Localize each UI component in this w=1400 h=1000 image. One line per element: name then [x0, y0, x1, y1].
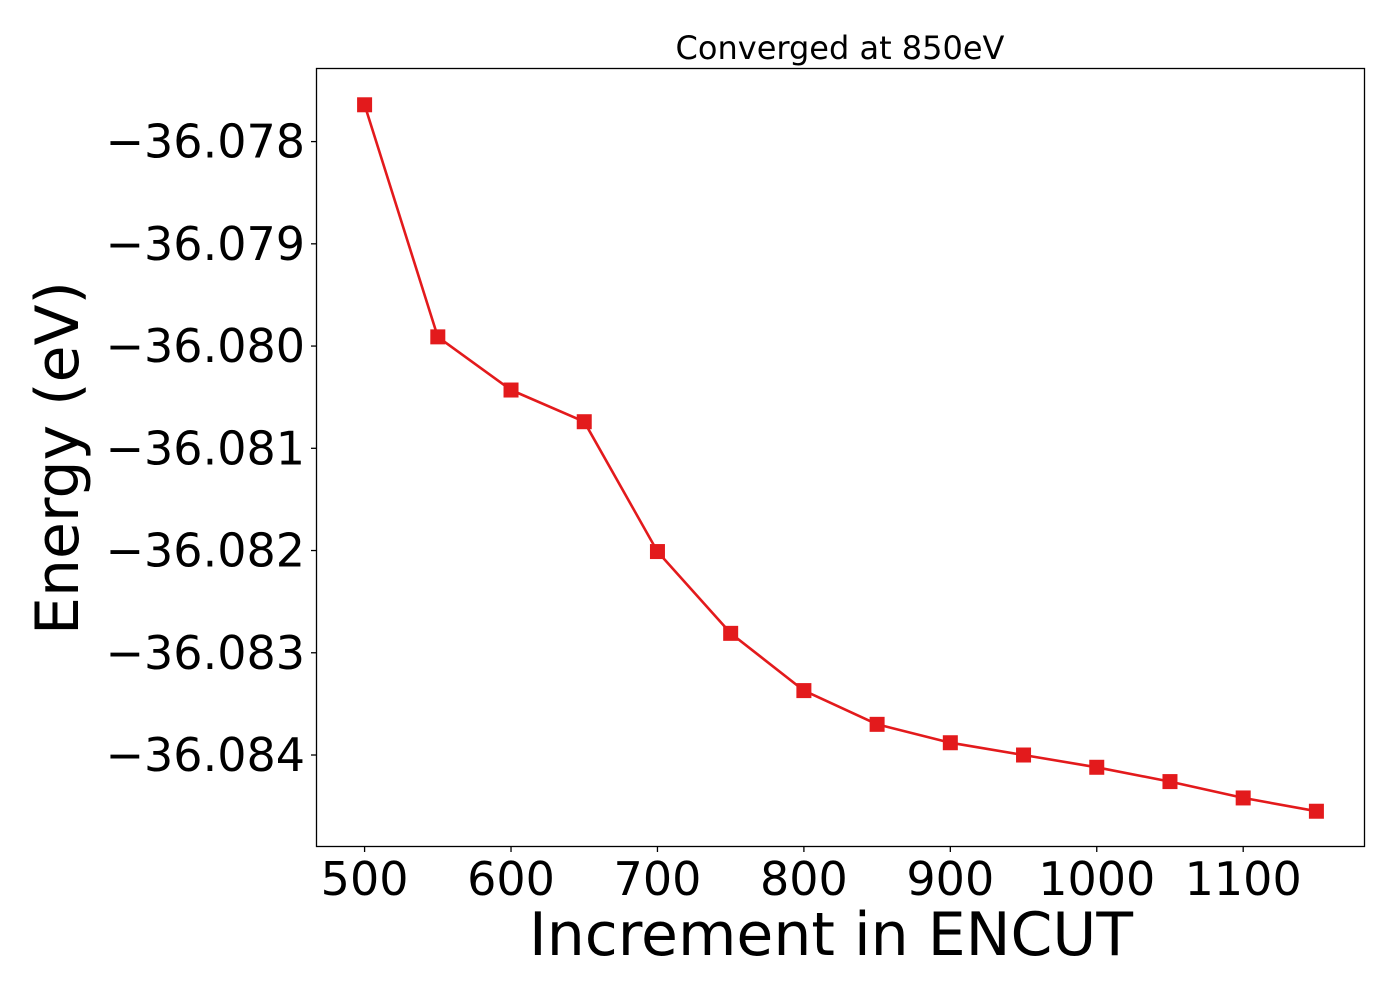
x-tick-label: 600: [467, 852, 555, 906]
y-axis-label: Energy (eV): [23, 281, 93, 635]
data-point-marker: [1016, 747, 1032, 763]
x-tick-label: 700: [614, 852, 702, 906]
x-tick-label: 1000: [1038, 852, 1155, 906]
series-line: [363, 104, 1317, 813]
data-point-marker: [1308, 803, 1324, 819]
data-point-marker: [503, 382, 519, 398]
data-point-marker: [1235, 790, 1251, 806]
data-point-marker: [576, 414, 592, 430]
data-point-marker: [796, 683, 812, 699]
y-tick-label: −36.080: [106, 319, 306, 373]
x-tick-label: 900: [906, 852, 994, 906]
data-point-marker: [357, 97, 373, 113]
x-tick-label: 500: [321, 852, 409, 906]
series-layer: [357, 97, 1324, 819]
plot-frame: [315, 67, 1366, 848]
data-point-marker: [942, 735, 958, 751]
data-point-marker: [649, 544, 665, 560]
y-tick-label: −36.081: [106, 421, 306, 475]
x-tick-label: 800: [760, 852, 848, 906]
x-tick-label: 1100: [1185, 852, 1302, 906]
y-tick-label: −36.084: [106, 728, 306, 782]
y-tick-label: −36.083: [106, 626, 306, 680]
data-point-marker: [430, 329, 446, 345]
data-point-marker: [869, 716, 885, 732]
x-axis-ticks: 500 600 700 800 900 1000 1100: [321, 846, 1302, 906]
x-axis-label: Increment in ENCUT: [529, 900, 1133, 970]
data-point-marker: [723, 625, 739, 641]
y-tick-label: −36.082: [106, 524, 306, 578]
y-axis-ticks: −36.078 −36.079 −36.080 −36.081 −36.082 −36.0…: [106, 115, 317, 782]
chart-title: Converged at 850eV: [676, 29, 1005, 67]
y-tick-label: −36.079: [106, 217, 306, 271]
data-point-marker: [1162, 774, 1178, 790]
data-point-marker: [1089, 759, 1105, 775]
y-tick-label: −36.078: [106, 115, 306, 169]
